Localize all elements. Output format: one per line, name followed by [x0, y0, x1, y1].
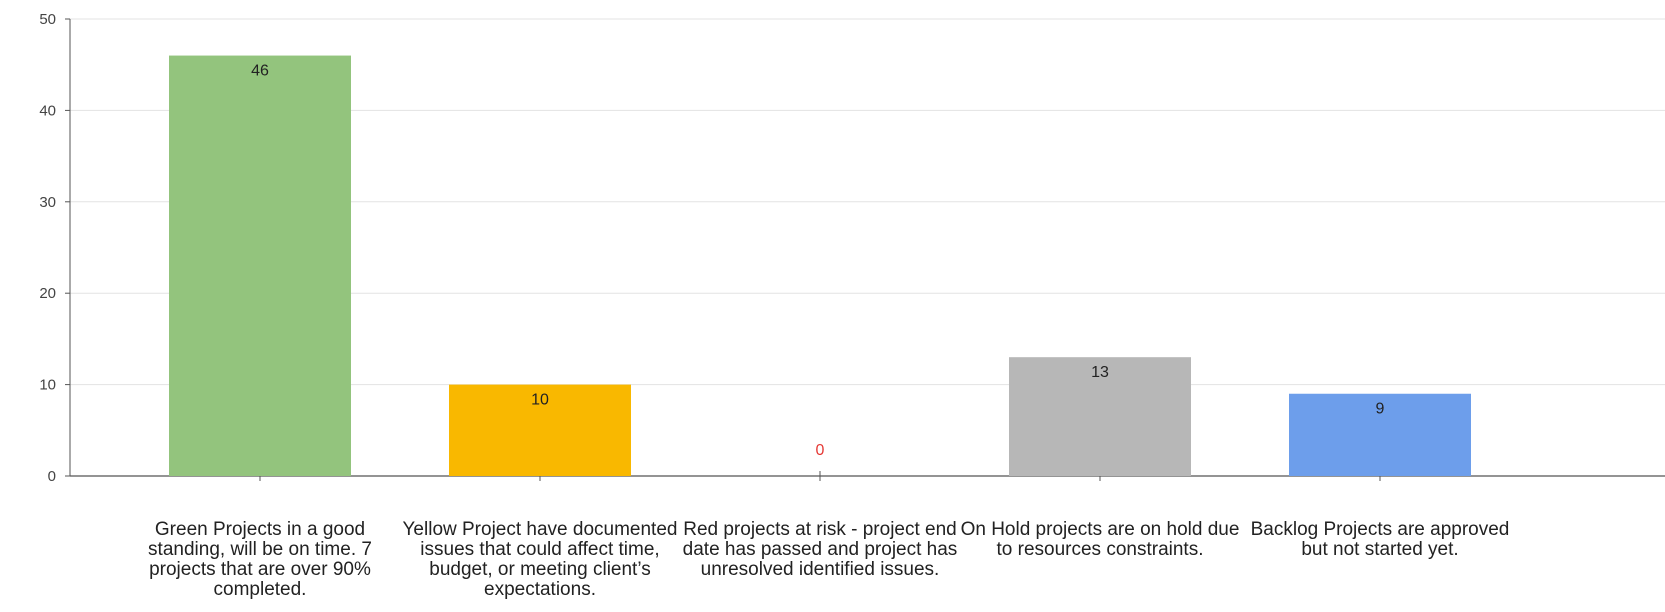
value-label-4: 9 [1376, 401, 1385, 418]
bar-1 [449, 384, 631, 476]
value-labels: 46 10 0 13 9 [251, 63, 1384, 459]
y-tick-label-30: 30 [39, 194, 56, 211]
bar-3 [1009, 357, 1191, 476]
y-tick-label-40: 40 [39, 102, 56, 119]
category-label-green: Green Projects in a good standing, will … [148, 519, 372, 600]
value-label-3: 13 [1091, 364, 1109, 381]
category-label-on-hold: On Hold projects are on hold due to reso… [960, 519, 1240, 560]
category-label-backlog: Backlog Projects are approved but not st… [1250, 519, 1510, 560]
bar-0 [169, 55, 351, 477]
bar-4 [1289, 393, 1471, 476]
category-label-red: Red projects at risk - project end date … [682, 519, 958, 580]
value-label-0: 46 [251, 63, 269, 80]
bars [169, 55, 1471, 477]
value-label-2: 0 [816, 442, 825, 459]
y-tick-label-20: 20 [39, 285, 56, 302]
y-tick-label-0: 0 [48, 468, 56, 485]
y-tick-label-10: 10 [39, 377, 56, 394]
y-tick-label-50: 50 [39, 11, 56, 28]
category-label-yellow: Yellow Project have documented issues th… [402, 519, 678, 600]
value-label-1: 10 [531, 392, 549, 409]
